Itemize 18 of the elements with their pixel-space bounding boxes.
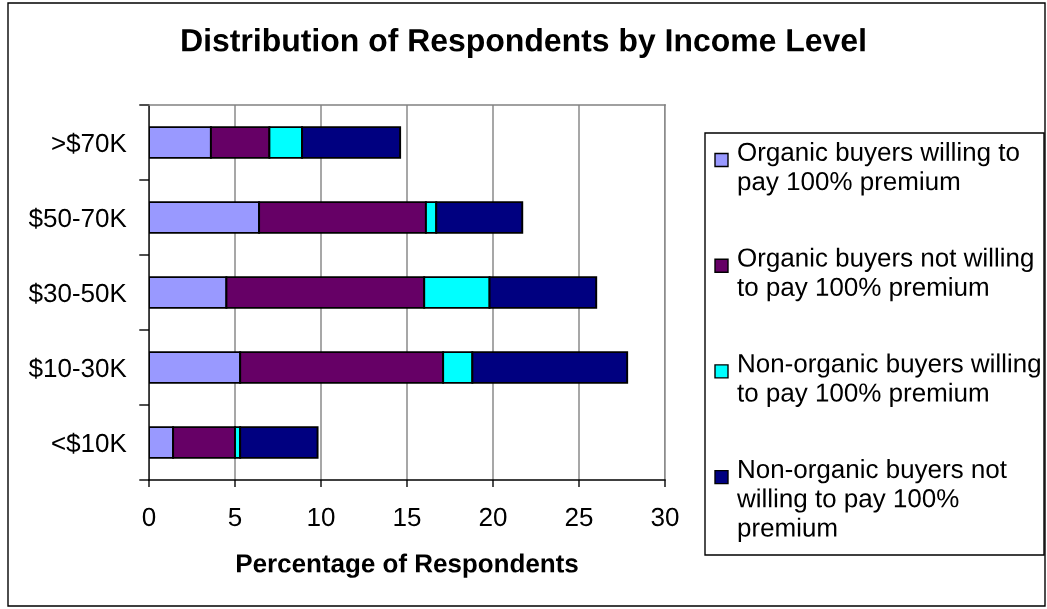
y-tick-label: >$70K — [52, 132, 127, 154]
legend-label: Organic buyers willing to pay 100% premium — [738, 142, 1019, 196]
y-tick-label: $50-70K — [28, 207, 127, 229]
x-axis-title: Percentage of Respondents — [237, 553, 578, 578]
x-tick-label: 0 — [142, 507, 156, 527]
chart-title: Distribution of Respondents by Income Level — [182, 28, 865, 58]
legend-label: Non-organic buyers not willing to pay 100% premium — [736, 459, 1007, 542]
y-tick-label: <$10K — [52, 432, 127, 454]
y-tick-label: $10-30K — [28, 357, 127, 379]
legend-label: Organic buyers not willing to pay 100% premium — [737, 247, 1033, 302]
x-tick-label: 25 — [565, 507, 593, 527]
x-tick-label: 5 — [228, 508, 242, 527]
y-tick-label: $30-50K — [28, 282, 127, 304]
x-tick-label: 10 — [308, 507, 335, 527]
x-tick-label: 15 — [394, 508, 421, 527]
legend-label: Non-organic buyers willing to pay 100% premium — [737, 353, 1040, 407]
x-tick-label: 30 — [651, 507, 679, 527]
x-tick-label: 20 — [479, 507, 507, 527]
